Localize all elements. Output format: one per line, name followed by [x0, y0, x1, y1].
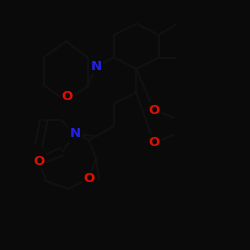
- Text: O: O: [148, 136, 160, 149]
- Text: N: N: [70, 127, 80, 140]
- Text: O: O: [33, 155, 44, 168]
- Text: N: N: [91, 60, 102, 73]
- Text: O: O: [83, 172, 94, 185]
- Text: O: O: [62, 90, 73, 103]
- Text: O: O: [148, 104, 160, 117]
